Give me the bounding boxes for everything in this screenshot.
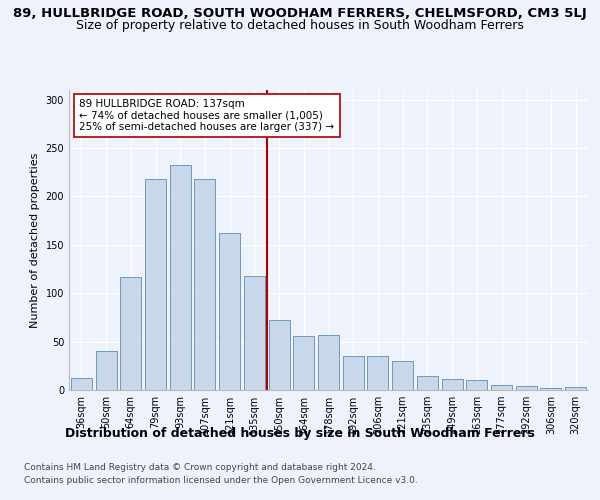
Text: Contains HM Land Registry data © Crown copyright and database right 2024.: Contains HM Land Registry data © Crown c… — [24, 462, 376, 471]
Bar — [145, 179, 166, 390]
Text: 89 HULLBRIDGE ROAD: 137sqm
← 74% of detached houses are smaller (1,005)
25% of s: 89 HULLBRIDGE ROAD: 137sqm ← 74% of deta… — [79, 99, 335, 132]
Bar — [367, 356, 388, 390]
Text: 89, HULLBRIDGE ROAD, SOUTH WOODHAM FERRERS, CHELMSFORD, CM3 5LJ: 89, HULLBRIDGE ROAD, SOUTH WOODHAM FERRE… — [13, 8, 587, 20]
Text: Contains public sector information licensed under the Open Government Licence v3: Contains public sector information licen… — [24, 476, 418, 485]
Text: Size of property relative to detached houses in South Woodham Ferrers: Size of property relative to detached ho… — [76, 18, 524, 32]
Bar — [219, 233, 240, 390]
Bar — [269, 320, 290, 390]
Bar — [541, 388, 562, 390]
Bar — [442, 380, 463, 390]
Bar — [466, 380, 487, 390]
Bar — [516, 386, 537, 390]
Bar — [318, 335, 339, 390]
Bar — [194, 179, 215, 390]
Bar — [71, 378, 92, 390]
Bar — [343, 356, 364, 390]
Bar — [417, 376, 438, 390]
Bar — [293, 336, 314, 390]
Bar — [120, 277, 141, 390]
Bar — [392, 361, 413, 390]
Bar — [565, 387, 586, 390]
Y-axis label: Number of detached properties: Number of detached properties — [30, 152, 40, 328]
Bar — [170, 166, 191, 390]
Bar — [491, 385, 512, 390]
Bar — [244, 276, 265, 390]
Text: Distribution of detached houses by size in South Woodham Ferrers: Distribution of detached houses by size … — [65, 428, 535, 440]
Bar — [95, 352, 116, 390]
